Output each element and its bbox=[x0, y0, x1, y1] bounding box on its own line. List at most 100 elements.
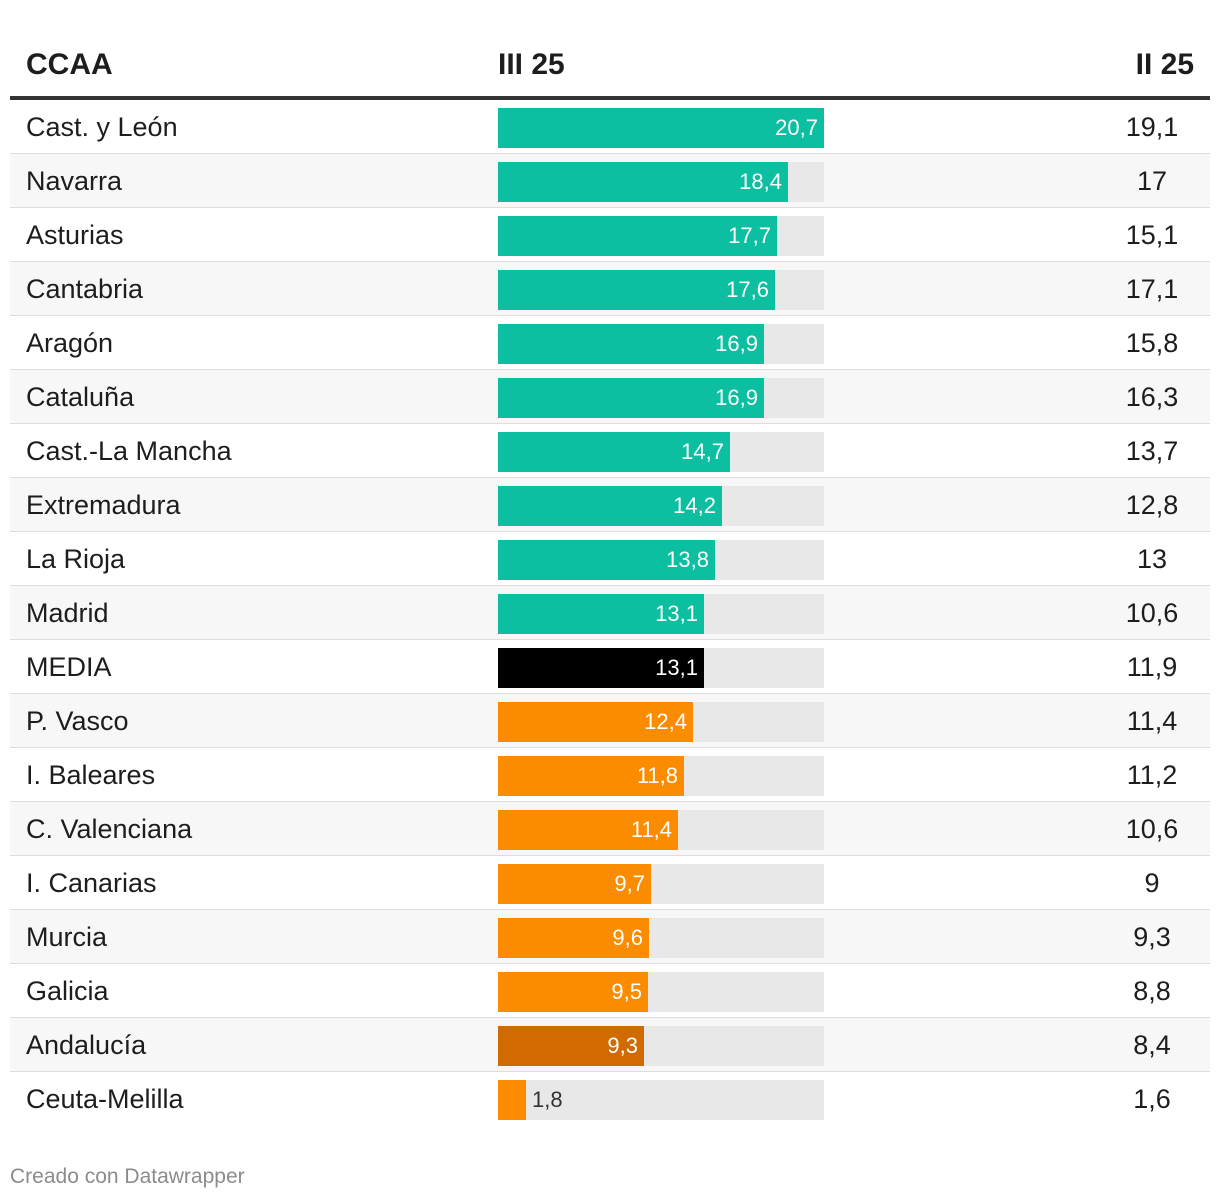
table-row: Cast.-La Mancha 14,7 13,7 bbox=[10, 424, 1210, 478]
bar-iii25 bbox=[498, 270, 775, 310]
header-ii25[interactable]: II 25 bbox=[1135, 48, 1194, 81]
bar-value-label: 16,9 bbox=[715, 331, 758, 356]
row-ii25-value: 12,8 bbox=[1125, 490, 1179, 520]
row-ccaa-name: Andalucía bbox=[26, 1030, 147, 1060]
bar-value-label: 11,8 bbox=[636, 763, 678, 788]
row-ccaa-name: Aragón bbox=[26, 328, 114, 358]
bar-track: 9,3 bbox=[498, 1026, 824, 1066]
row-ccaa-name: La Rioja bbox=[26, 544, 126, 574]
bar-value-label: 16,9 bbox=[715, 385, 758, 410]
bar-track: 13,1 bbox=[498, 648, 824, 688]
bar-iii25 bbox=[498, 378, 764, 418]
bar-iii25 bbox=[498, 864, 651, 904]
bar-value-label: 13,1 bbox=[655, 655, 698, 680]
row-ii25-value: 8,8 bbox=[1133, 976, 1171, 1006]
row-ii25-value: 8,4 bbox=[1133, 1030, 1171, 1060]
bar-track: 12,4 bbox=[498, 702, 824, 742]
bar-track: 9,5 bbox=[498, 972, 824, 1012]
bar-track: 17,6 bbox=[498, 270, 824, 310]
bar-track: 11,4 bbox=[498, 810, 824, 850]
table-row: Madrid 13,1 10,6 bbox=[10, 586, 1210, 640]
bar-iii25 bbox=[498, 648, 704, 688]
row-ccaa-name: Extremadura bbox=[26, 490, 181, 520]
bar-value-label: 17,7 bbox=[728, 223, 771, 248]
bar-track: 17,7 bbox=[498, 216, 824, 256]
bar-iii25 bbox=[498, 432, 730, 472]
bar-value-label: 14,2 bbox=[673, 493, 716, 518]
table-row: Extremadura 14,2 12,8 bbox=[10, 478, 1210, 532]
table-row: Murcia 9,6 9,3 bbox=[10, 910, 1210, 964]
row-ccaa-name: Navarra bbox=[26, 166, 123, 196]
table-header: CCAA III 25 II 25 bbox=[10, 30, 1210, 100]
table-row: Cantabria 17,6 17,1 bbox=[10, 262, 1210, 316]
bar-track: 9,7 bbox=[498, 864, 824, 904]
bar-value-label: 9,6 bbox=[612, 925, 643, 950]
bar-iii25 bbox=[498, 1080, 526, 1120]
row-ii25-value: 11,4 bbox=[1126, 706, 1178, 736]
bar-iii25 bbox=[498, 216, 777, 256]
data-table: CCAA III 25 II 25 Cast. y León 20,7 19,1 Na… bbox=[10, 30, 1210, 1126]
bar-iii25 bbox=[498, 594, 704, 634]
table-row: P. Vasco 12,4 11,4 bbox=[10, 694, 1210, 748]
bar-track: 16,9 bbox=[498, 378, 824, 418]
bar-value-label: 14,7 bbox=[681, 439, 724, 464]
row-ii25-value: 11,9 bbox=[1126, 652, 1178, 682]
bar-iii25 bbox=[498, 324, 764, 364]
bar-iii25 bbox=[498, 810, 678, 850]
table-row: Andalucía 9,3 8,4 bbox=[10, 1018, 1210, 1072]
bar-track: 13,8 bbox=[498, 540, 824, 580]
footer-credit: Creado con Datawrapper bbox=[10, 1165, 245, 1188]
bar-value-label: 1,8 bbox=[532, 1087, 563, 1112]
bar-value-label: 20,7 bbox=[775, 115, 818, 140]
row-ccaa-name: Cantabria bbox=[26, 274, 144, 304]
bar-track: 9,6 bbox=[498, 918, 824, 958]
bar-value-label: 13,8 bbox=[666, 547, 709, 572]
bar-value-label: 9,3 bbox=[607, 1033, 638, 1058]
table-row: Galicia 9,5 8,8 bbox=[10, 964, 1210, 1018]
row-ii25-value: 13 bbox=[1136, 544, 1168, 574]
row-ii25-value: 13,7 bbox=[1125, 436, 1179, 466]
row-ii25-value: 11,2 bbox=[1126, 760, 1178, 790]
bar-iii25 bbox=[498, 540, 715, 580]
row-ccaa-name: Murcia bbox=[26, 922, 108, 952]
row-ccaa-name: I. Canarias bbox=[26, 868, 157, 898]
bar-value-label: 9,7 bbox=[614, 871, 645, 896]
row-ccaa-name: MEDIA bbox=[26, 652, 112, 682]
row-ii25-value: 15,8 bbox=[1125, 328, 1179, 358]
bar-track: 13,1 bbox=[498, 594, 824, 634]
bar-value-label: 11,4 bbox=[630, 817, 672, 842]
bar-track: 11,8 bbox=[498, 756, 824, 796]
table-row: Asturias 17,7 15,1 bbox=[10, 208, 1210, 262]
bar-track: 20,7 bbox=[498, 108, 824, 148]
row-ii25-value: 16,3 bbox=[1125, 382, 1179, 412]
header-ccaa[interactable]: CCAA bbox=[26, 48, 113, 81]
bar-track: 18,4 bbox=[498, 162, 824, 202]
bar-track: 14,7 bbox=[498, 432, 824, 472]
bar-track: 16,9 bbox=[498, 324, 824, 364]
table-row: I. Canarias 9,7 9 bbox=[10, 856, 1210, 910]
row-ccaa-name: Asturias bbox=[26, 220, 124, 250]
bar-iii25 bbox=[498, 918, 649, 958]
row-ii25-value: 10,6 bbox=[1125, 598, 1179, 628]
table-row: Cast. y León 20,7 19,1 bbox=[10, 100, 1210, 154]
row-ii25-value: 19,1 bbox=[1125, 112, 1179, 142]
table-row: C. Valenciana 11,4 10,6 bbox=[10, 802, 1210, 856]
bar-value-label: 9,5 bbox=[611, 979, 642, 1004]
row-ii25-value: 17,1 bbox=[1125, 274, 1179, 304]
table-row: Navarra 18,4 17 bbox=[10, 154, 1210, 208]
bar-track: 14,2 bbox=[498, 486, 824, 526]
bar-iii25 bbox=[498, 108, 824, 148]
row-ccaa-name: Cataluña bbox=[26, 382, 135, 412]
bar-value-label: 12,4 bbox=[644, 709, 687, 734]
row-ccaa-name: I. Baleares bbox=[26, 760, 156, 790]
bar-iii25 bbox=[498, 702, 693, 742]
bar-value-label: 17,6 bbox=[726, 277, 769, 302]
table-row: Cataluña 16,9 16,3 bbox=[10, 370, 1210, 424]
row-ccaa-name: P. Vasco bbox=[26, 706, 129, 736]
table-row: La Rioja 13,8 13 bbox=[10, 532, 1210, 586]
bar-iii25 bbox=[498, 972, 648, 1012]
row-ii25-value: 10,6 bbox=[1125, 814, 1179, 844]
header-iii25[interactable]: III 25 bbox=[498, 48, 565, 81]
row-ii25-value: 17 bbox=[1136, 166, 1168, 196]
bar-iii25 bbox=[498, 162, 788, 202]
